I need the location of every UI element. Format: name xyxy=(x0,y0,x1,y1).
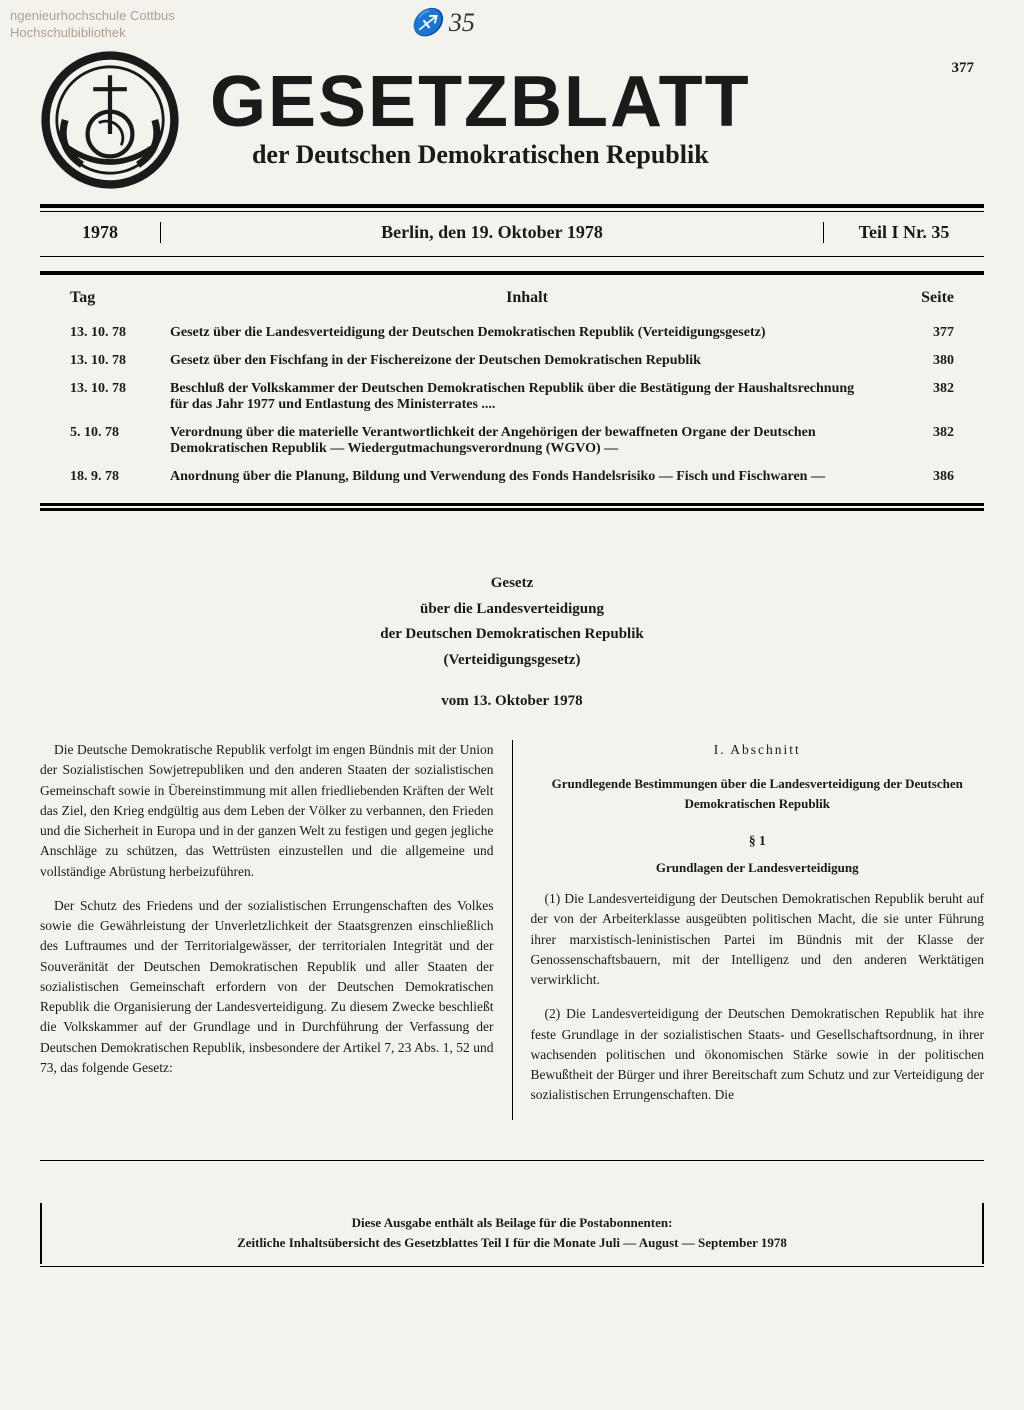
toc-title: Beschluß der Volkskammer der Deutschen D… xyxy=(170,381,884,413)
toc-row: 5. 10. 78Verordnung über die materielle … xyxy=(40,419,984,463)
preamble-p2: Der Schutz des Friedens und der sozialis… xyxy=(40,896,494,1078)
rule xyxy=(40,503,984,506)
toc-head-page: Seite xyxy=(884,289,954,307)
column-right: I. Abschnitt Grundlegende Bestimmungen ü… xyxy=(513,740,985,1120)
handwritten-note: ♐ 35 xyxy=(410,8,475,38)
para-2: (2) Die Landesverteidigung der Deutschen… xyxy=(531,1004,985,1105)
toc-page: 377 xyxy=(884,325,954,341)
column-left: Die Deutsche Demokratische Republik verf… xyxy=(40,740,513,1120)
law-date: vom 13. Oktober 1978 xyxy=(40,693,984,710)
page-number: 377 xyxy=(952,60,975,77)
toc-row: 18. 9. 78Anordnung über die Planung, Bil… xyxy=(40,463,984,491)
rule xyxy=(40,508,984,511)
rule xyxy=(40,204,984,208)
preamble-p1: Die Deutsche Demokratische Republik verf… xyxy=(40,740,494,882)
toc-title: Anordnung über die Planung, Bildung und … xyxy=(170,469,884,485)
rule xyxy=(40,256,984,257)
toc-date: 5. 10. 78 xyxy=(70,425,170,457)
law-h3: der Deutschen Demokratischen Republik xyxy=(380,626,643,642)
toc-head-content: Inhalt xyxy=(170,289,884,307)
para-num: § 1 xyxy=(531,831,985,851)
toc-title: Gesetz über den Fischfang in der Fischer… xyxy=(170,353,884,369)
section-head: I. Abschnitt xyxy=(531,740,985,760)
toc-row: 13. 10. 78Gesetz über den Fischfang in d… xyxy=(40,347,984,375)
law-heading: Gesetz über die Landesverteidigung der D… xyxy=(40,571,984,673)
section-sub: Grundlegende Bestimmungen über die Lande… xyxy=(531,774,985,813)
toc-page: 382 xyxy=(884,381,954,413)
toc-date: 13. 10. 78 xyxy=(70,325,170,341)
footer-line2: Zeitliche Inhaltsübersicht des Gesetzbla… xyxy=(237,1235,787,1250)
issue-part: Teil I Nr. 35 xyxy=(823,222,984,243)
toc-page: 380 xyxy=(884,353,954,369)
toc-header: Tag Inhalt Seite xyxy=(40,275,984,319)
body-columns: Die Deutsche Demokratische Republik verf… xyxy=(40,740,984,1120)
main-title: GESETZBLATT xyxy=(210,70,751,135)
stamp-line2: Hochschulbibliothek xyxy=(10,25,126,40)
toc-row: 13. 10. 78Beschluß der Volkskammer der D… xyxy=(40,375,984,419)
toc-title: Verordnung über die materielle Verantwor… xyxy=(170,425,884,457)
toc-title: Gesetz über die Landesverteidigung der D… xyxy=(170,325,884,341)
toc-head-day: Tag xyxy=(70,289,170,307)
toc-page: 386 xyxy=(884,469,954,485)
toc-date: 13. 10. 78 xyxy=(70,353,170,369)
toc-page: 382 xyxy=(884,425,954,457)
law-h4: (Verteidigungsgesetz) xyxy=(444,652,581,668)
footer-box: Diese Ausgabe enthält als Beilage für di… xyxy=(40,1203,984,1265)
para-title: Grundlagen der Landesverteidigung xyxy=(531,858,985,878)
issue-row: 1978 Berlin, den 19. Oktober 1978 Teil I… xyxy=(40,212,984,253)
sub-title: der Deutschen Demokratischen Republik xyxy=(210,140,751,170)
toc-date: 18. 9. 78 xyxy=(70,469,170,485)
toc-row: 13. 10. 78Gesetz über die Landesverteidi… xyxy=(40,319,984,347)
issue-place-date: Berlin, den 19. Oktober 1978 xyxy=(161,222,823,243)
masthead: GESETZBLATT der Deutschen Demokratischen… xyxy=(40,50,984,190)
law-h2: über die Landesverteidigung xyxy=(420,601,604,617)
law-h1: Gesetz xyxy=(491,575,533,591)
footer-line1: Diese Ausgabe enthält als Beilage für di… xyxy=(352,1215,673,1230)
issue-year: 1978 xyxy=(40,222,161,243)
toc-body: 13. 10. 78Gesetz über die Landesverteidi… xyxy=(40,319,984,491)
library-stamp: ngenieurhochschule Cottbus Hochschulbibl… xyxy=(10,8,175,42)
stamp-line1: ngenieurhochschule Cottbus xyxy=(10,8,175,23)
toc-date: 13. 10. 78 xyxy=(70,381,170,413)
footer-wrap: Diese Ausgabe enthält als Beilage für di… xyxy=(40,1160,984,1268)
ddr-emblem-icon xyxy=(40,50,180,190)
para-1: (1) Die Landesverteidigung der Deutschen… xyxy=(531,889,985,990)
